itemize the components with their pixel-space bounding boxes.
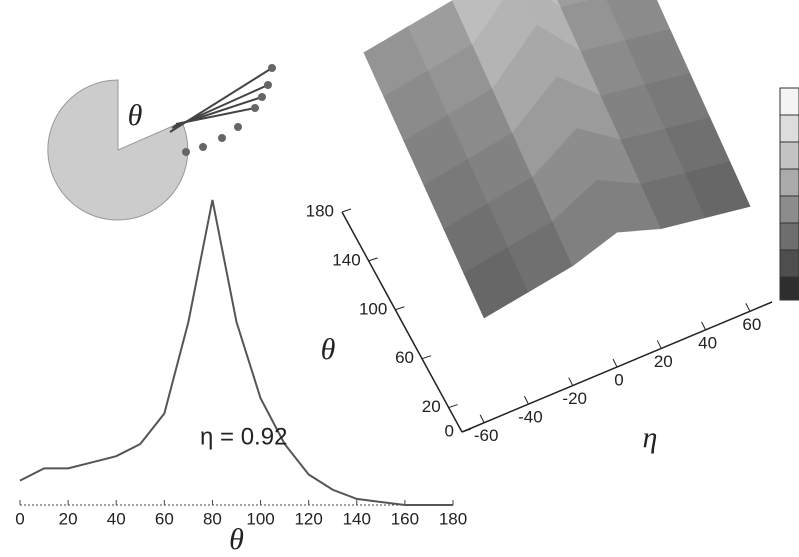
x-tick-label: 0 bbox=[15, 509, 24, 528]
x-tick-label: 140 bbox=[343, 509, 371, 528]
theta-axis bbox=[341, 211, 463, 433]
eta-tick-label: -60 bbox=[474, 426, 499, 445]
colorbar bbox=[779, 87, 799, 301]
theta-tick bbox=[461, 428, 472, 433]
eta-tick bbox=[523, 395, 529, 405]
rods bbox=[169, 67, 273, 133]
eta-axis-label: η bbox=[643, 421, 658, 454]
eta-tick-label: -40 bbox=[518, 408, 543, 427]
angle-label: θ bbox=[128, 99, 143, 132]
theta-tick-label: 100 bbox=[359, 299, 387, 318]
theta-tick-label: 20 bbox=[422, 397, 441, 416]
x-axis-label: θ bbox=[229, 523, 244, 556]
theta-axis-label: θ bbox=[321, 333, 336, 366]
eta-tick bbox=[612, 358, 618, 368]
eta-tick-label: 60 bbox=[742, 315, 761, 334]
theta-tick-label: 140 bbox=[332, 250, 360, 269]
annotation: η = 0.92 bbox=[200, 423, 287, 450]
theta-tick-label: 60 bbox=[395, 348, 414, 367]
theta-tick bbox=[421, 355, 432, 360]
theta-tick-label: 0 bbox=[445, 421, 454, 440]
eta-tick bbox=[479, 414, 485, 423]
eta-tick bbox=[701, 321, 707, 331]
eta-tick bbox=[745, 303, 751, 312]
theta-tick-label: 180 bbox=[306, 201, 334, 220]
surface-patch bbox=[684, 161, 751, 218]
pie-diagram: θ bbox=[47, 64, 276, 221]
x-tick-label: 160 bbox=[391, 509, 419, 528]
x-tick-label: 60 bbox=[155, 509, 174, 528]
eta-tick-label: -20 bbox=[562, 389, 587, 408]
eta-tick-label: 40 bbox=[698, 333, 717, 352]
eta-tick-label: 20 bbox=[654, 352, 673, 371]
x-tick-label: 100 bbox=[246, 509, 274, 528]
theta-tick bbox=[395, 306, 405, 311]
eta-tick bbox=[656, 340, 662, 349]
line bbox=[19, 199, 453, 506]
eta-tick-label: 0 bbox=[614, 370, 623, 389]
disk bbox=[47, 79, 189, 221]
x-tick-label: 120 bbox=[294, 509, 322, 528]
x-tick-label: 80 bbox=[203, 509, 222, 528]
theta-tick bbox=[341, 208, 352, 213]
x-tick-label: 180 bbox=[439, 509, 467, 528]
theta-tick bbox=[368, 257, 378, 262]
theta-tick bbox=[448, 404, 458, 409]
x-tick-label: 40 bbox=[107, 509, 126, 528]
x-tick-label: 20 bbox=[59, 509, 78, 528]
beads bbox=[182, 64, 276, 156]
eta-tick bbox=[568, 377, 574, 386]
